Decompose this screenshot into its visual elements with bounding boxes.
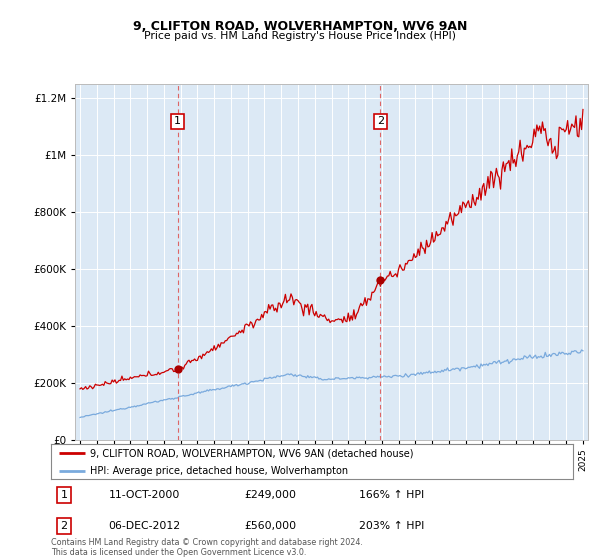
Text: 06-DEC-2012: 06-DEC-2012 (109, 521, 181, 531)
Bar (581, 84, 588, 440)
Text: 1: 1 (174, 116, 181, 127)
Text: Contains HM Land Registry data © Crown copyright and database right 2024.
This d: Contains HM Land Registry data © Crown c… (51, 538, 363, 557)
Text: 9, CLIFTON ROAD, WOLVERHAMPTON, WV6 9AN: 9, CLIFTON ROAD, WOLVERHAMPTON, WV6 9AN (133, 20, 467, 32)
Text: 2: 2 (61, 521, 68, 531)
Text: £249,000: £249,000 (244, 490, 296, 500)
Text: 203% ↑ HPI: 203% ↑ HPI (359, 521, 424, 531)
Text: £560,000: £560,000 (244, 521, 296, 531)
Text: 11-OCT-2000: 11-OCT-2000 (109, 490, 180, 500)
Text: Price paid vs. HM Land Registry's House Price Index (HPI): Price paid vs. HM Land Registry's House … (144, 31, 456, 41)
Text: 9, CLIFTON ROAD, WOLVERHAMPTON, WV6 9AN (detached house): 9, CLIFTON ROAD, WOLVERHAMPTON, WV6 9AN … (90, 448, 413, 458)
Text: 1: 1 (61, 490, 68, 500)
Text: 166% ↑ HPI: 166% ↑ HPI (359, 490, 424, 500)
Text: 2: 2 (377, 116, 384, 127)
Text: HPI: Average price, detached house, Wolverhampton: HPI: Average price, detached house, Wolv… (90, 466, 348, 476)
